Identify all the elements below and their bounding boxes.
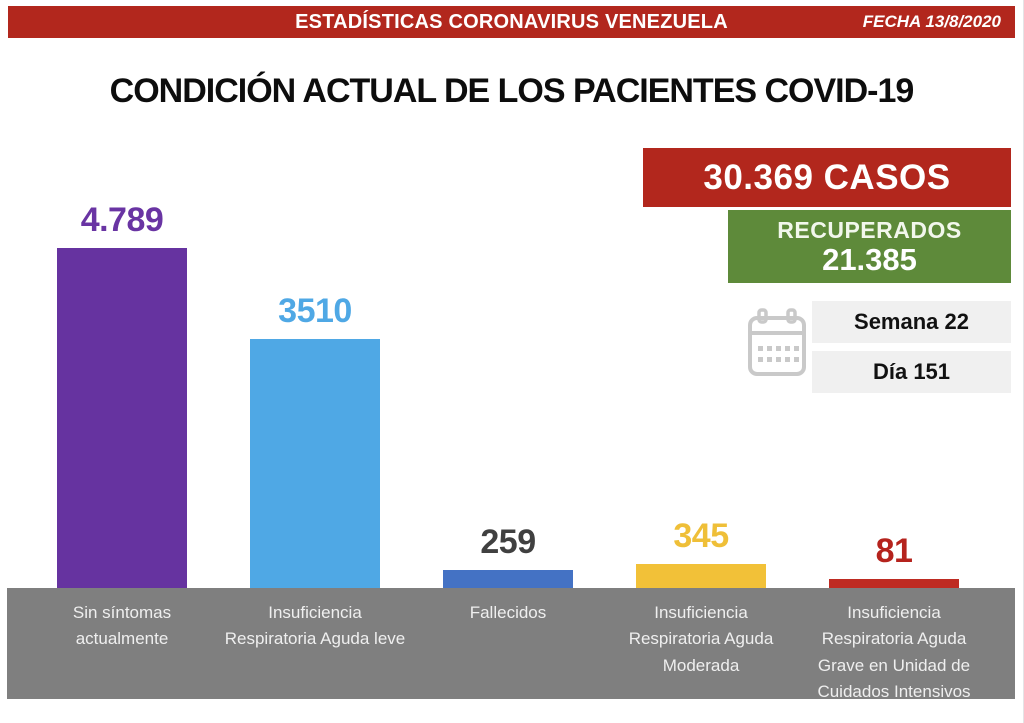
recovered-value: 21.385 — [822, 241, 917, 277]
recovered-box: RECUPERADOS 21.385 — [728, 210, 1011, 283]
axis-label-insuficiencia-grave-uci: Insuficiencia Respiratoria Aguda Grave e… — [817, 603, 971, 702]
bar-rect — [443, 570, 573, 588]
axis-label-insuficiencia-moderada: Insuficiencia Respiratoria Aguda Moderad… — [628, 603, 774, 675]
day-box: Día 151 — [812, 351, 1011, 393]
bar-insuficiencia-moderada: 345 — [636, 517, 766, 588]
bar-value-label: 259 — [480, 523, 536, 561]
total-cases-value: 30.369 CASOS — [703, 157, 951, 197]
x-axis-band: Sin síntomas actualmente Insuficiencia R… — [7, 588, 1015, 701]
week-box: Semana 22 — [812, 301, 1011, 343]
recovered-label: RECUPERADOS — [777, 216, 962, 243]
bar-value-label: 3510 — [278, 292, 352, 330]
bar-insuficiencia-leve: 3510 — [250, 292, 380, 588]
bar-value-label: 81 — [875, 532, 913, 570]
day-label: Día 151 — [872, 359, 951, 384]
page-title: CONDICIÓN ACTUAL DE LOS PACIENTES COVID-… — [109, 72, 915, 110]
axis-label-sin-sintomas: Sin síntomas actualmente — [72, 603, 172, 649]
banner-date: FECHA 13/8/2020 — [862, 12, 1001, 31]
total-cases-box: 30.369 CASOS — [643, 148, 1011, 207]
bar-fallecidos: 259 — [443, 523, 573, 588]
bar-rect — [636, 564, 766, 588]
banner-title: ESTADÍSTICAS CORONAVIRUS VENEZUELA — [295, 10, 728, 33]
bar-value-label: 345 — [673, 517, 729, 555]
bar-rect — [57, 248, 187, 588]
header-banner: ESTADÍSTICAS CORONAVIRUS VENEZUELA FECHA… — [8, 6, 1015, 38]
calendar-icon — [746, 306, 808, 380]
bar-insuficiencia-grave-uci: 81 — [829, 532, 959, 588]
axis-label-fallecidos: Fallecidos — [469, 603, 547, 622]
bar-rect — [829, 579, 959, 588]
bar-value-label: 4.789 — [80, 201, 164, 239]
bar-rect — [250, 339, 380, 588]
week-label: Semana 22 — [854, 309, 969, 334]
bar-sin-sintomas: 4.789 — [57, 201, 187, 588]
axis-label-insuficiencia-leve: Insuficiencia Respiratoria Aguda leve — [224, 603, 406, 649]
